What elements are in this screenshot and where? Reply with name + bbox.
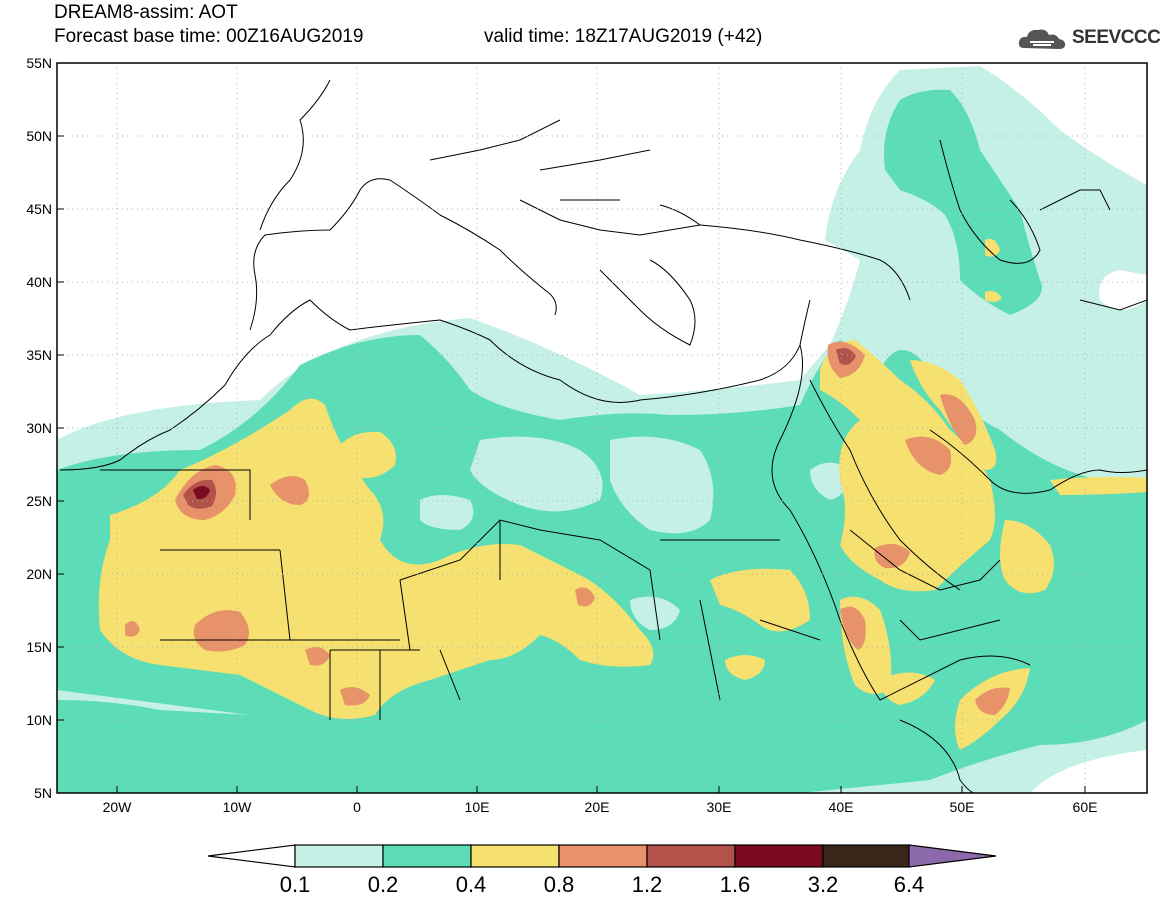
lon-label: 40E [829, 799, 854, 815]
lat-label: 10N [26, 712, 52, 728]
aot-contour-0-8 [305, 646, 330, 666]
lat-label: 25N [26, 493, 52, 509]
colorbar-label: 0.8 [544, 872, 575, 897]
colorbar-segment-under [207, 844, 296, 868]
aot-contour-0-8 [575, 587, 595, 607]
colorbar-label: 6.4 [894, 872, 925, 897]
tick-marks [57, 62, 1086, 793]
colorbar-label: 1.6 [720, 872, 751, 897]
lat-label: 20N [26, 566, 52, 582]
aot-contour-0-4 [1050, 476, 1147, 495]
colorbar-segment [558, 844, 648, 868]
colorbar-segment [734, 844, 824, 868]
longitude-labels: 20W 10W 0 10E 20E 30E 40E 50E 60E [103, 799, 1098, 815]
map-title: DREAM8-assim: AOT [54, 2, 238, 23]
colorbar-segment [822, 844, 910, 868]
aot-contour-0-1 [630, 596, 680, 630]
lat-label: 15N [26, 639, 52, 655]
aot-contour-0-4 [710, 568, 810, 632]
aot-contour-0-8 [840, 606, 866, 650]
aot-contour-0-8 [193, 610, 249, 652]
aot-contour-0-8 [905, 436, 952, 475]
cloud-icon [1018, 29, 1066, 49]
forecast-base-time: Forecast base time: 00Z16AUG2019 [54, 26, 364, 47]
aot-contour-0-1 [470, 436, 603, 512]
latitude-labels: 55N 50N 45N 40N 35N 30N 25N 20N 15N 10N … [26, 55, 52, 801]
lon-label: 10W [223, 799, 253, 815]
aot-contour-0-1 [610, 436, 714, 534]
valid-time: valid time: 18Z17AUG2019 (+42) [484, 26, 763, 47]
aot-contour-0-4 [820, 340, 995, 592]
aot-contour-0-1 [1030, 750, 1147, 793]
seevccc-logo: SEEVCCC [1016, 24, 1161, 54]
aot-contour-0-8 [270, 476, 309, 505]
aot-contour-0-4 [340, 431, 396, 479]
lat-label: 50N [26, 128, 52, 144]
aot-contour-0-1 [1099, 270, 1147, 310]
aot-contour-0-4 [985, 290, 1002, 303]
lat-label: 35N [26, 347, 52, 363]
logo-text: SEEVCCC [1072, 27, 1161, 48]
aot-contour-0-4 [985, 238, 1000, 257]
colorbar-segment [294, 844, 384, 868]
lon-label: 20E [585, 799, 610, 815]
lon-label: 10E [465, 799, 490, 815]
colorbar-label: 1.2 [632, 872, 663, 897]
lon-label: 20W [103, 799, 133, 815]
graticule [57, 63, 1147, 793]
lat-label: 55N [26, 55, 52, 71]
colorbar-segment [646, 844, 736, 868]
aot-contour-0-8 [940, 394, 977, 445]
aot-field [57, 63, 1147, 793]
lon-label: 50E [950, 799, 975, 815]
colorbar-segment [382, 844, 472, 868]
colorbar-label: 0.4 [456, 872, 487, 897]
lat-label: 30N [26, 420, 52, 436]
lon-label: 60E [1073, 799, 1098, 815]
colorbar-segment-over [908, 844, 997, 868]
colorbar-label: 0.1 [280, 872, 311, 897]
aot-contour-0-4 [880, 672, 935, 705]
aot-contour-0-8 [340, 686, 370, 706]
aot-contour-0-4 [725, 655, 765, 680]
aot-contour-0-2 [884, 89, 1042, 315]
lat-label: 45N [26, 201, 52, 217]
lat-label: 40N [26, 274, 52, 290]
aot-contour-1-6 [193, 486, 210, 500]
colorbar-label: 3.2 [808, 872, 839, 897]
lon-label: 30E [707, 799, 732, 815]
coastlines [59, 79, 1147, 793]
aot-contour-0-1 [420, 495, 474, 530]
aot-contour-0-8 [125, 621, 140, 637]
aot-contour-0-4 [1000, 520, 1054, 594]
aot-contour-0-8 [874, 543, 910, 569]
lon-label: 0 [353, 799, 361, 815]
colorbar-segment [470, 844, 560, 868]
lat-label: 5N [34, 785, 52, 801]
aot-contour-0-8 [975, 687, 1010, 715]
colorbar-label: 0.2 [368, 872, 399, 897]
colorbar: 0.1 0.2 0.4 0.8 1.2 1.6 3.2 6.4 [207, 844, 997, 897]
aot-contour-1-2 [836, 348, 856, 365]
